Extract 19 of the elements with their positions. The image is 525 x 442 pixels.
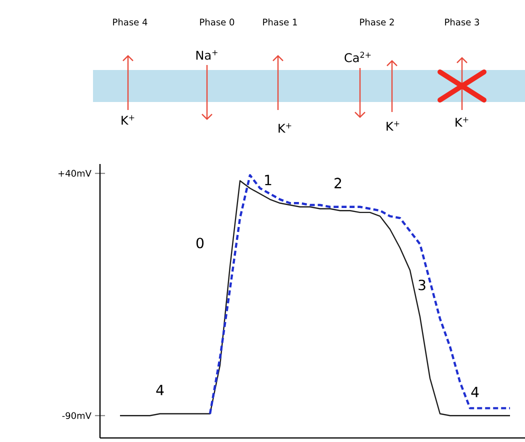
text: Phase 1 — [263, 18, 297, 26]
annotation: 2 — [334, 178, 342, 188]
text: K$^{+}$ — [386, 121, 400, 131]
annotation: 4 — [471, 386, 479, 398]
annotation: 0 — [196, 238, 204, 248]
annotation: 4 — [156, 384, 164, 396]
text: Phase 0 — [200, 18, 234, 26]
text: K$^{+}$ — [122, 115, 134, 125]
text: K$^{+}$ — [456, 117, 468, 127]
text: K$^{+}$ — [278, 123, 292, 133]
text: Phase 4 — [113, 18, 148, 26]
text: Na$^{+}$ — [196, 50, 218, 60]
text: Phase 2 — [360, 18, 394, 26]
annotation: 3 — [418, 280, 426, 290]
annotation: 1 — [265, 174, 272, 186]
y-tick-label: +40mV — [58, 170, 92, 177]
text: Ca$^{2+}$ — [344, 52, 371, 62]
text: Phase 3 — [445, 18, 480, 26]
y-tick-label: -90mV — [62, 412, 92, 420]
